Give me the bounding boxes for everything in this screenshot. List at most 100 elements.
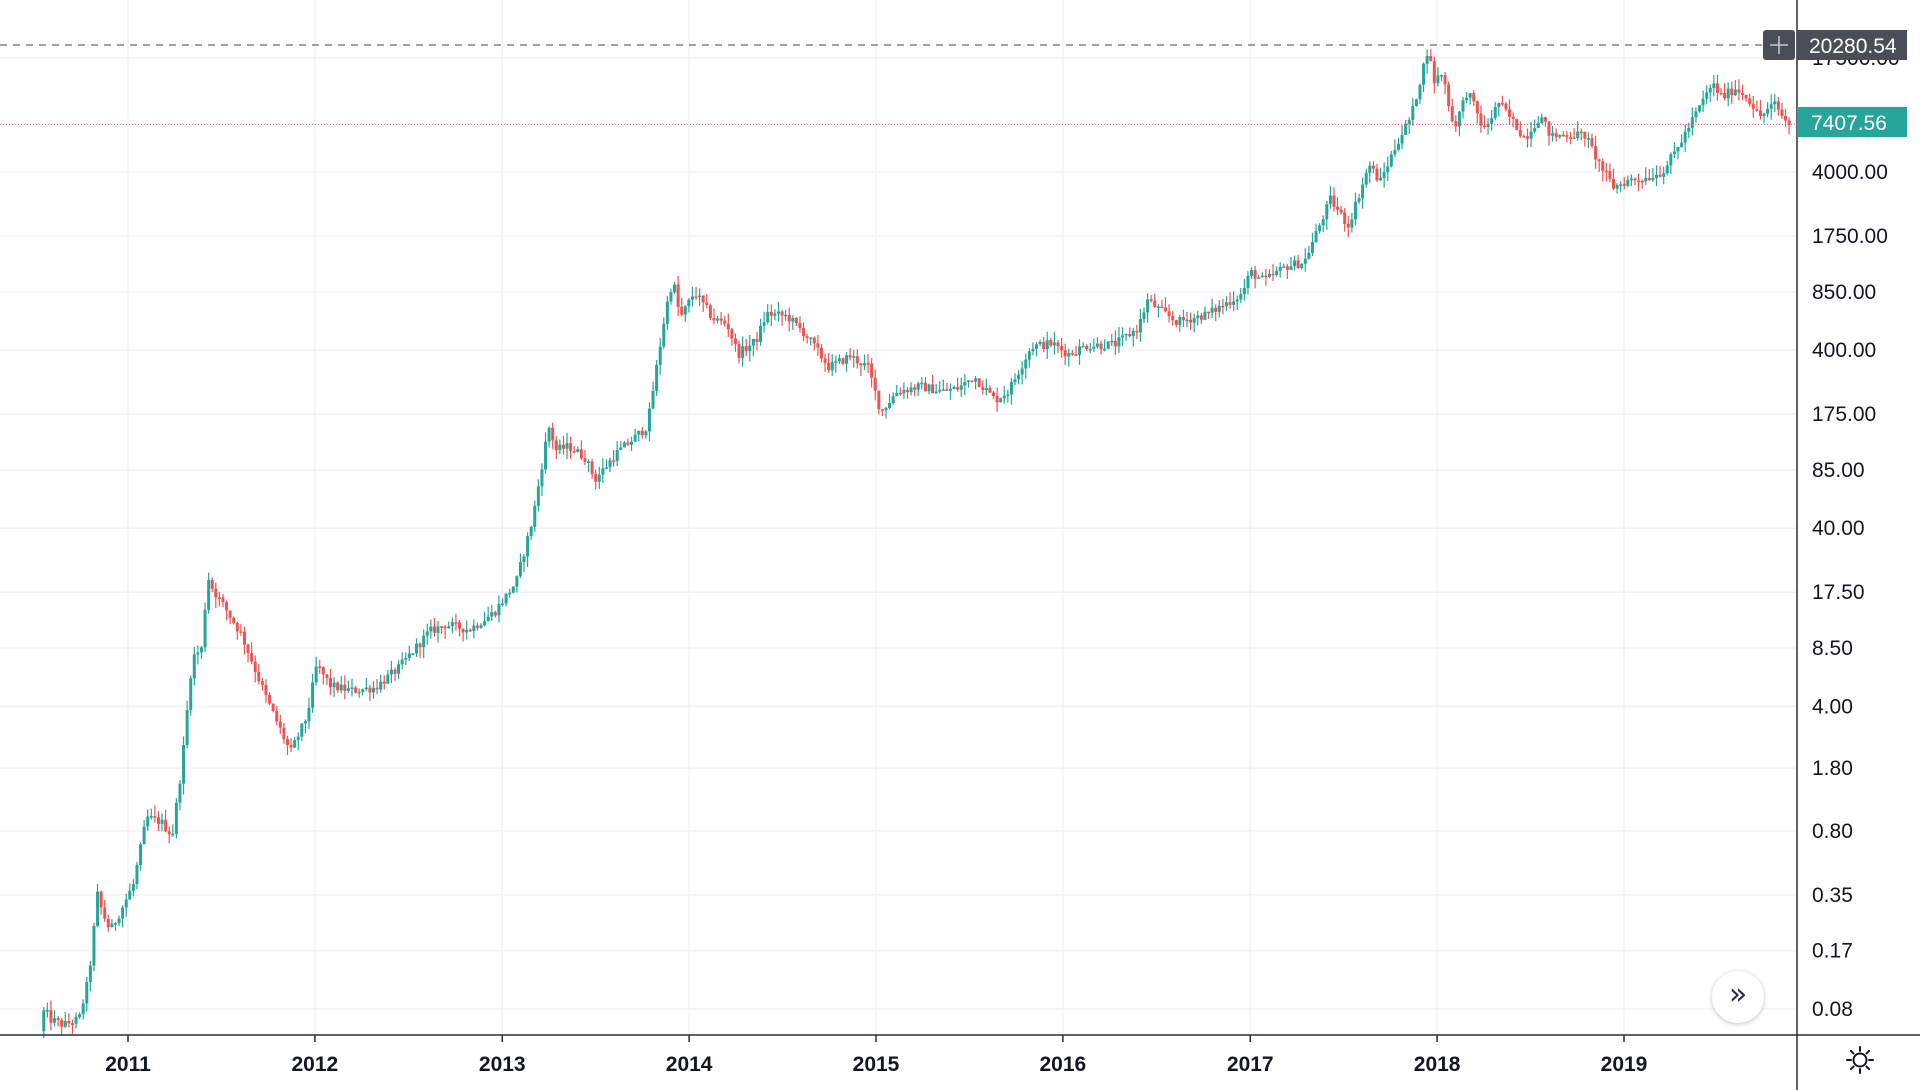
candle [493,610,497,618]
candle [1113,330,1117,355]
candle [443,624,447,639]
candle [1439,74,1443,82]
candle [712,308,716,325]
last-price-text: 7407.56 [1811,112,1887,135]
candle [1676,147,1680,160]
candle [49,1000,53,1031]
candle [511,585,515,594]
candle [1045,331,1049,359]
candle [1601,158,1605,182]
candle [518,553,522,579]
price-tick-label: 85.00 [1812,459,1865,482]
candle [350,678,354,697]
candle [680,297,684,317]
candle [414,638,418,657]
candle [185,700,189,749]
candle [1701,90,1705,113]
candle [1242,279,1246,301]
candle [207,572,211,614]
candle [698,288,702,306]
candle [78,1012,82,1019]
candle [1128,327,1132,338]
candle [751,338,755,357]
price-axis[interactable]: 17500.004000.001750.00850.00400.00175.00… [1812,47,1900,1021]
candle [1590,133,1594,149]
candle [1038,339,1042,347]
crosshair-plus-button[interactable] [1763,30,1795,60]
price-tick-label: 1.80 [1812,757,1853,780]
candle [199,645,203,659]
candle [744,338,748,357]
candle [1608,163,1612,183]
candle [1135,324,1139,340]
candle [1640,179,1644,189]
candle [458,619,462,637]
candle [1353,192,1357,226]
candle [848,348,852,361]
candle [1396,137,1400,152]
candle [1142,307,1146,324]
candle [1336,197,1340,216]
chart-settings-button[interactable] [1842,1042,1878,1078]
candle [60,1017,64,1036]
candle [622,440,626,448]
candle [450,617,454,634]
time-tick-label: 2012 [292,1053,339,1076]
candle [1525,128,1529,148]
candle [1124,333,1128,341]
candle [913,384,917,397]
candle [214,582,218,608]
candle [1081,341,1085,348]
scroll-to-realtime-button[interactable]: » [1712,971,1764,1023]
candle [1400,125,1404,150]
candle [436,620,440,643]
candle [1095,337,1099,349]
candle [1784,108,1788,127]
price-tick-label: 0.80 [1812,820,1853,843]
candle [1174,319,1178,328]
candle [1565,131,1569,143]
candle [354,685,358,694]
candle [1744,94,1748,102]
candle [1482,115,1486,129]
candle [1239,287,1243,304]
time-axis[interactable]: 2011 2012 2013 2014 2015 2016 2017 2018 2019 [105,1035,1647,1076]
candle [966,380,970,388]
candle [834,355,838,373]
candle [1275,266,1279,277]
candle [612,449,616,467]
candle [891,391,895,405]
candle [676,275,680,316]
candle [1522,134,1526,138]
time-tick-label: 2013 [479,1053,526,1076]
candle [1422,62,1426,93]
candle [1665,160,1669,176]
candle [1490,109,1494,131]
candle [1715,74,1719,101]
candle [536,479,540,512]
candle [407,645,411,662]
candle [852,349,856,368]
candle [1070,349,1074,356]
candle [1769,94,1773,120]
candle [1748,93,1752,107]
candle [1035,342,1039,357]
candle [1382,162,1386,188]
candle [1099,340,1103,355]
crosshair-price-label: 20280.54 [1797,30,1907,60]
candle [364,677,368,692]
candle [1260,272,1264,278]
candle [1436,67,1440,87]
candle [927,383,931,395]
candle [1002,386,1006,404]
candle [1146,293,1150,323]
candle [1285,263,1289,279]
candle [952,385,956,390]
candle [404,652,408,666]
candle [522,554,526,573]
candle [583,450,587,466]
candle [1762,112,1766,124]
candle [56,1016,60,1027]
candle [1257,274,1261,279]
